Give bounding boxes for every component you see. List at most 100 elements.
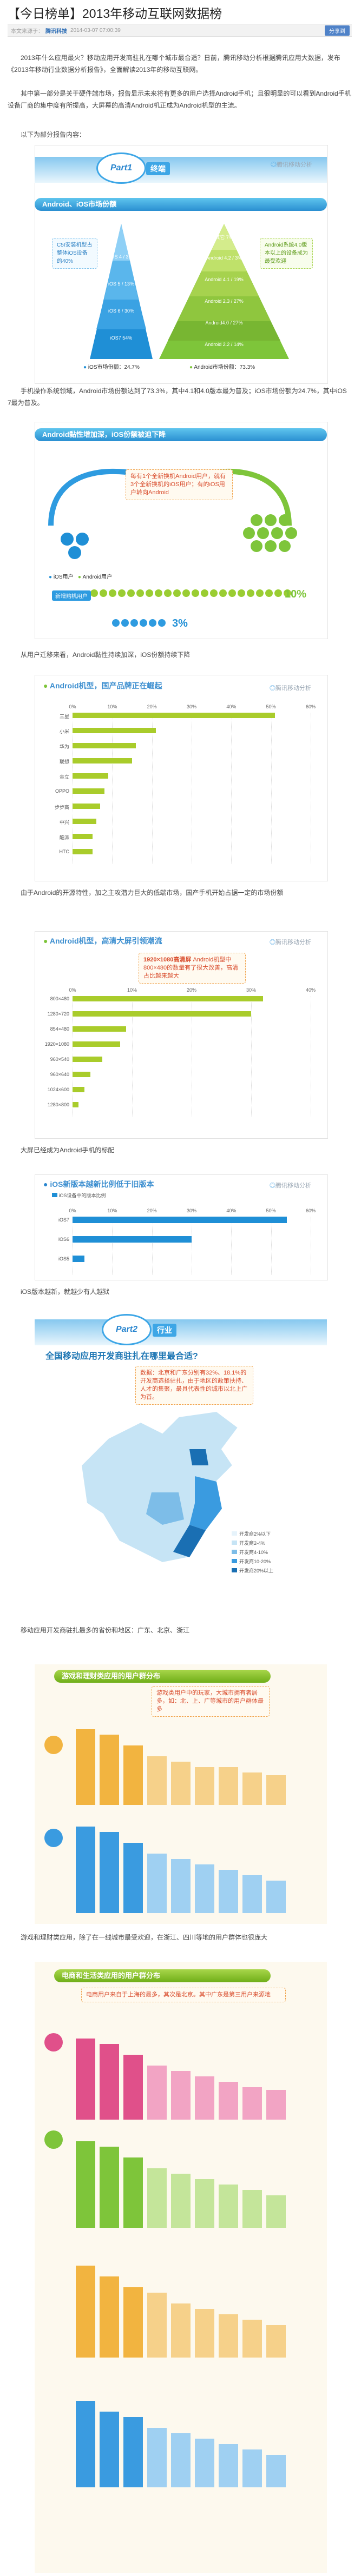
share-button[interactable]: 分享到 [325, 25, 350, 36]
meta-prefix: 本文来源于： [11, 28, 43, 35]
green-user-icon [210, 589, 218, 597]
green-user-icon [256, 589, 264, 597]
category-label: iOS6 [58, 1236, 69, 1242]
blue-user-icon [140, 619, 147, 627]
x-tick-label: 60% [305, 1208, 316, 1213]
green-user-icon [155, 589, 162, 597]
x-tick-label: 20% [147, 1208, 157, 1213]
region-bar [219, 2082, 238, 2120]
guangdong-region [173, 1525, 206, 1557]
migration-note: 每有1个全新换机Android用户，就有3个全新换机的iOS用户；有的iOS用户… [126, 469, 233, 500]
region-bar [195, 2439, 214, 2487]
region-bar [76, 1729, 95, 1805]
category-label: 800×480 [50, 995, 69, 1001]
brand-figure [35, 675, 328, 881]
region-bar [171, 2303, 191, 2358]
pyramid-level-label: iOS 4 / 3% [109, 254, 133, 260]
blue-user-icon [130, 619, 138, 627]
legend-label: 开发商10-20% [239, 1559, 271, 1564]
ios-version-title: ● iOS新版本越新比例低于旧版本 [43, 1179, 154, 1190]
green-user-icon [201, 589, 208, 597]
green-user-icon [127, 589, 135, 597]
x-tick-label: 30% [186, 1208, 196, 1213]
region-bar [219, 1767, 238, 1805]
part2-paragraph: 移动应用开发商驻扎最多的省份和地区：广东、北京、浙江 [21, 1626, 190, 1634]
green-user-icon [274, 589, 282, 597]
ios-share-label: iOS市场份额：24.7% [88, 364, 140, 370]
legend-label: 开发商20%以上 [239, 1568, 274, 1574]
blue-user-icon [158, 619, 166, 627]
category-label: 960×540 [50, 1056, 69, 1062]
category-label: 步步高 [54, 804, 69, 810]
category-label: 854×480 [50, 1026, 69, 1032]
region-bar [266, 2090, 286, 2120]
category-label: 1024×600 [47, 1086, 69, 1092]
gridline [132, 996, 133, 1117]
blue-user-icon [121, 619, 129, 627]
x-tick-label: 0% [69, 1208, 76, 1213]
region-bar [195, 2179, 214, 2228]
region-bar [76, 2266, 95, 2358]
region-bar [219, 1870, 238, 1913]
x-tick-label: 50% [266, 1208, 276, 1213]
region-bar [171, 1859, 191, 1913]
x-tick-label: 10% [107, 704, 117, 709]
beijing-region [189, 1449, 208, 1465]
green-user-icon [146, 589, 153, 597]
legend-label: 开发商4-10% [239, 1550, 268, 1555]
android-logo-icon: ● [43, 937, 48, 945]
central-region [146, 1492, 184, 1525]
region-bar [76, 2141, 95, 2228]
map-legend-item: 开发商20%以上 [232, 1567, 297, 1574]
green-user-icon [90, 589, 98, 597]
region-bar [195, 1864, 214, 1913]
bar [73, 1256, 84, 1262]
ios-user-cluster [61, 533, 89, 559]
pyramid-level-label: iOS 6 / 30% [108, 308, 135, 314]
region-bar [266, 1775, 286, 1805]
ios-version-paragraph: iOS版本越新，就越少有人越狱 [21, 1288, 110, 1296]
region-bar [195, 2309, 214, 2358]
region-bar [123, 2417, 143, 2487]
region-bar [242, 1772, 262, 1805]
ios-version-watermark: 腾讯移动分析 [270, 1181, 311, 1190]
bar [73, 1236, 192, 1243]
green-percent: 10% [285, 588, 307, 600]
meta-source-link[interactable]: 腾讯科技 [45, 28, 67, 35]
bar [73, 1011, 251, 1017]
resolution-watermark: 腾讯移动分析 [270, 938, 311, 946]
game-finance-bars [76, 1729, 286, 1913]
region-bar [76, 1827, 95, 1913]
bar [73, 728, 156, 733]
category-label: 中兴 [59, 819, 69, 825]
green-user-icon [219, 589, 227, 597]
bar [73, 1087, 84, 1092]
brand-watermark: 腾讯移动分析 [270, 683, 311, 692]
pyramid-level-label: 其它 7% [215, 235, 233, 240]
region-bar [195, 1767, 214, 1805]
green-user-icon [247, 589, 254, 597]
market-share-title: Android、iOS市场份额 [35, 198, 327, 211]
game-finance-note: 游戏类用户中的玩家，大城市拥有者居多，如：北、上、广等城市的用户群体最多 [152, 1686, 270, 1717]
bar [73, 1072, 90, 1077]
ios-pyramid-note: C5I安装机型占整体iOS设备的40% [52, 238, 97, 269]
region-bar [266, 2195, 286, 2228]
region-bar [123, 1843, 143, 1913]
ios-version-figure [35, 1174, 328, 1280]
region-bar [171, 1762, 191, 1805]
category-label: iOS7 [58, 1217, 69, 1223]
part1-badge: Part1 [96, 152, 146, 184]
part1-watermark: 腾讯移动分析 [271, 160, 312, 169]
resolution-paragraph: 大屏已经成为Android手机的标配 [21, 1146, 115, 1154]
blue-user-icon [149, 619, 156, 627]
android-pyramid-note: Android系统4.0版本以上的设备成为最受欢迎 [260, 238, 313, 269]
ios-level-top [113, 224, 130, 261]
green-user-icon [182, 589, 190, 597]
blue-user-icon [112, 619, 120, 627]
bar [73, 1057, 102, 1062]
android-level-4 [178, 296, 271, 321]
ios-version-title-text: iOS新版本越新比例低于旧版本 [50, 1180, 154, 1189]
green-user-icon [284, 589, 291, 597]
bar [73, 1217, 287, 1223]
region-bar [76, 2039, 95, 2120]
